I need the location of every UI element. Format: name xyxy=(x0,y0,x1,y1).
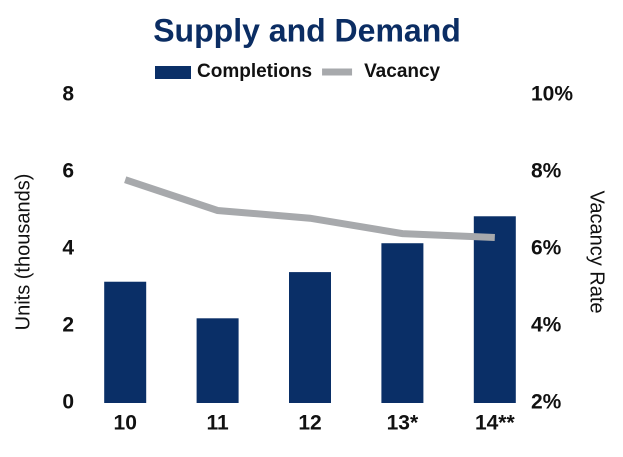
y2-tick-label: 6% xyxy=(531,237,562,260)
line xyxy=(124,176,495,241)
x-tick-label: 13* xyxy=(387,412,419,435)
bar xyxy=(473,216,516,403)
y-tick-label: 6 xyxy=(62,160,74,183)
y-tick-label: 2 xyxy=(62,314,74,337)
x-tick-label: 11 xyxy=(206,412,229,435)
bar xyxy=(289,272,331,403)
y2-tick-label: 8% xyxy=(531,160,562,183)
legend-label: Completions xyxy=(197,61,312,82)
legend-swatch xyxy=(155,66,191,79)
y-tick-label: 0 xyxy=(62,391,74,414)
x-tick-label: 14** xyxy=(475,412,516,435)
chart-title: Supply and Demand xyxy=(153,12,461,48)
legend-label: Vacancy xyxy=(364,61,440,82)
bar xyxy=(196,318,239,403)
y2-tick-label: 10% xyxy=(531,83,573,106)
y-tick-label: 4 xyxy=(62,237,74,260)
x-tick-label: 12 xyxy=(298,412,321,435)
y2-tick-label: 4% xyxy=(531,314,562,337)
bar xyxy=(381,243,424,403)
y-tick-label: 8 xyxy=(62,83,74,106)
bar xyxy=(104,281,147,403)
y2-axis-title: Vacancy Rate xyxy=(586,190,608,313)
x-tick-label: 10 xyxy=(114,412,137,435)
y-axis-title: Units (thousands) xyxy=(12,174,34,331)
y2-tick-label: 2% xyxy=(531,391,562,414)
